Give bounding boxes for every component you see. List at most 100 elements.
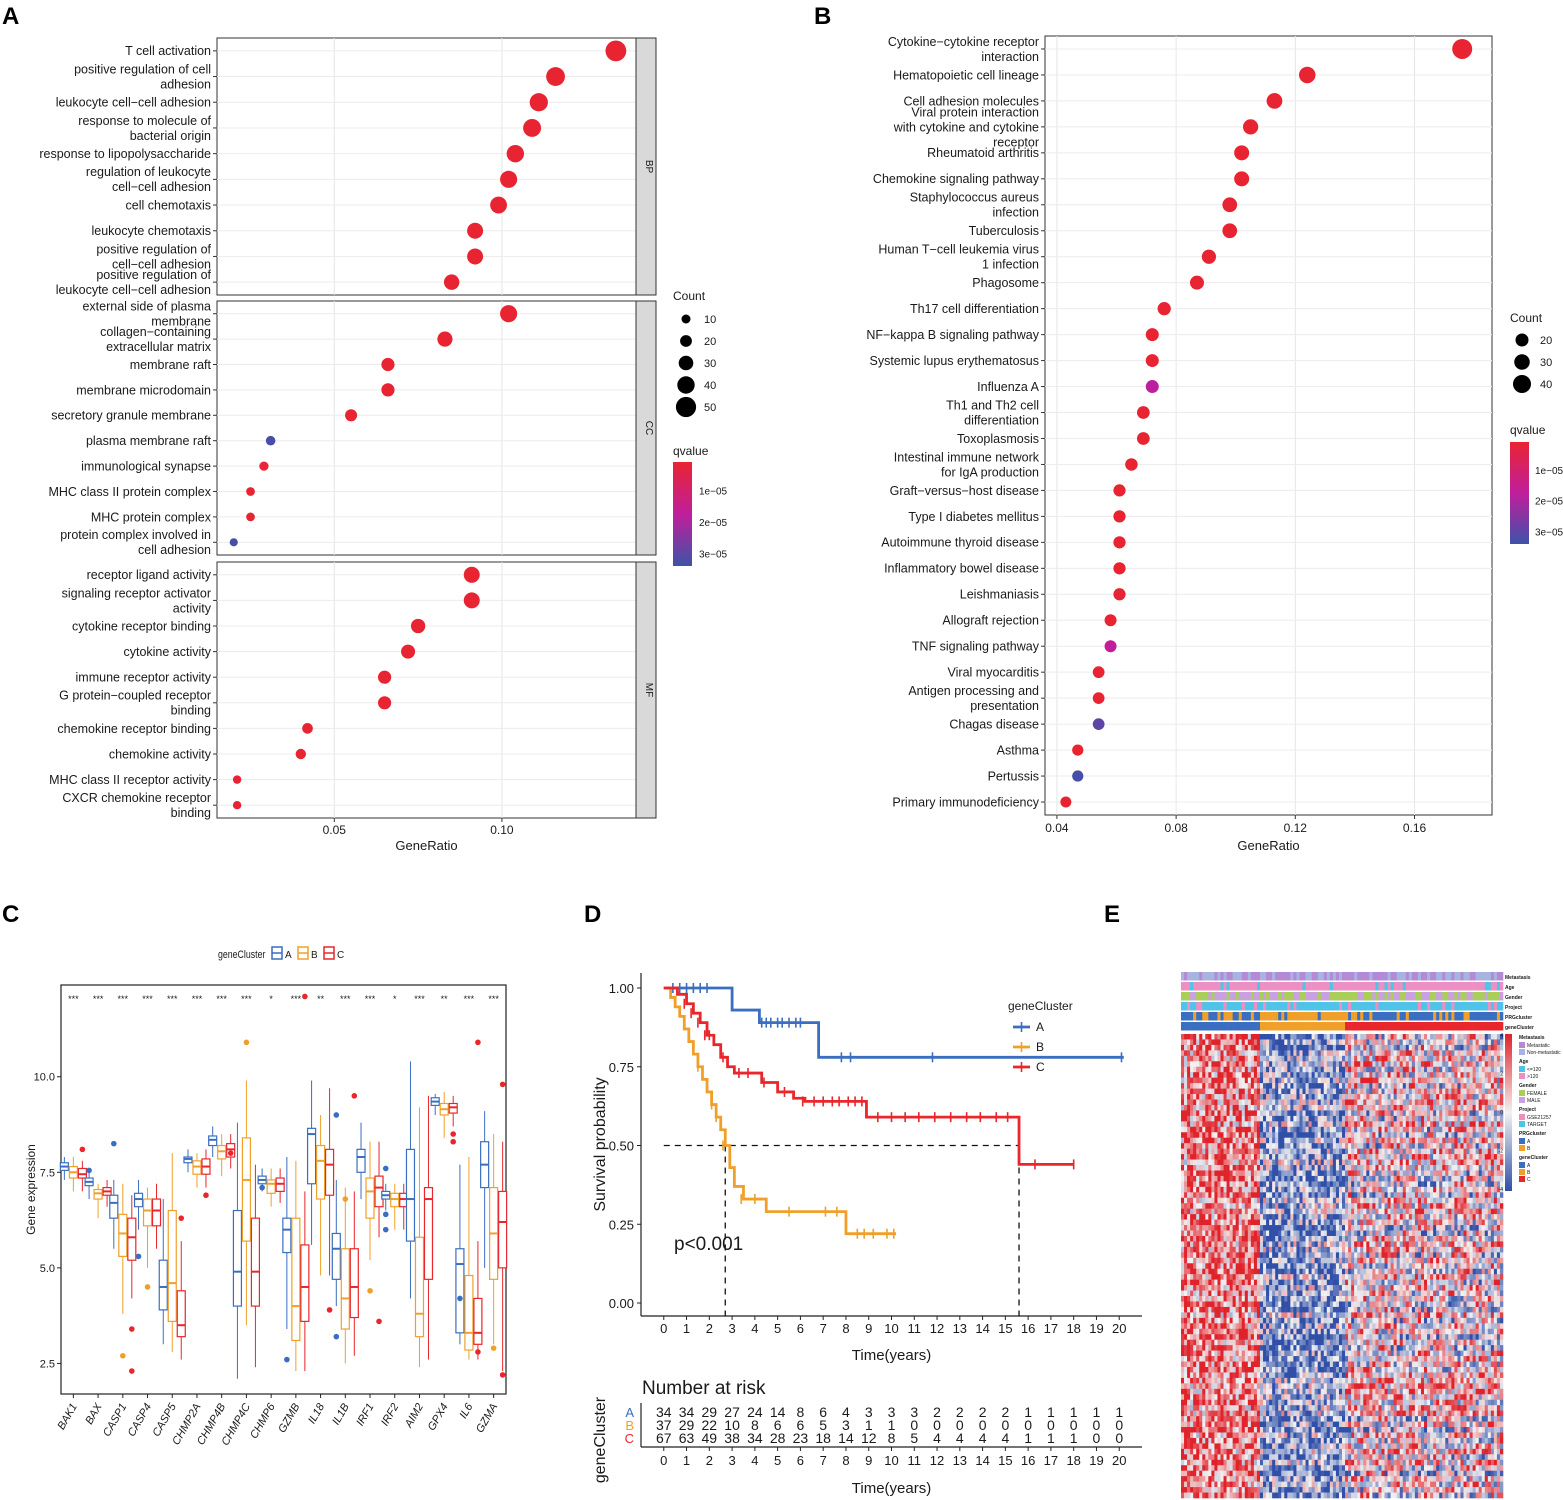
heatmap-cell: [1202, 1104, 1206, 1111]
annotation-cell: [1424, 1002, 1428, 1011]
heatmap-cell: [1487, 1039, 1492, 1046]
heatmap-cell: [1481, 1072, 1486, 1078]
heatmap-cell: [1259, 1072, 1264, 1078]
heatmap-cell: [1335, 1077, 1340, 1084]
y-tick-label: 0.50: [609, 1139, 634, 1154]
heatmap-cell: [1214, 1181, 1218, 1188]
go-term-dot: [529, 93, 548, 112]
annotation-cell: [1451, 1012, 1455, 1021]
heatmap-cell: [1332, 1197, 1337, 1204]
heatmap-cell: [1241, 1094, 1246, 1100]
heatmap-cell: [1220, 1192, 1224, 1199]
heatmap-cell: [1460, 1148, 1464, 1155]
heatmap-cell: [1357, 1110, 1361, 1117]
heatmap-cell: [1439, 1115, 1443, 1122]
heatmap-cell: [1184, 1094, 1188, 1100]
heatmap-cell: [1357, 1154, 1361, 1160]
heatmap-cell: [1451, 1197, 1455, 1204]
kegg-term-dot: [1104, 640, 1117, 653]
heatmap-cell: [1217, 1170, 1221, 1177]
heatmap-cell: [1408, 1034, 1413, 1040]
go-term-dot: [506, 144, 525, 163]
heatmap-cell: [1205, 1115, 1209, 1122]
heatmap-cell: [1302, 1143, 1306, 1149]
heatmap-cell: [1284, 1143, 1288, 1149]
heatmap-cell: [1478, 1203, 1483, 1209]
heatmap-cell: [1184, 1203, 1188, 1209]
annotation-cell: [1250, 982, 1255, 991]
heatmap-cell: [1451, 1159, 1455, 1166]
heatmap-cell: [1278, 1039, 1282, 1046]
heatmap-cell: [1317, 1061, 1322, 1068]
box-outlier: [243, 1039, 250, 1046]
heatmap-cell: [1244, 1186, 1249, 1193]
heatmap-cell: [1275, 1143, 1279, 1149]
heatmap-cell: [1372, 1083, 1376, 1089]
heatmap-cell: [1253, 1039, 1258, 1046]
annotation-cell: [1484, 1012, 1489, 1021]
heatmap-cell: [1487, 1061, 1492, 1068]
risk-count: 3: [910, 1404, 918, 1420]
heatmap-cell: [1272, 1061, 1276, 1068]
heatmap-cell: [1402, 1110, 1407, 1117]
heatmap-cell: [1181, 1072, 1185, 1078]
heatmap-cell: [1332, 1115, 1337, 1122]
heatmap-cell: [1387, 1061, 1391, 1068]
go-term-label-line: external side of plasma: [82, 300, 211, 314]
heatmap-cell: [1493, 1061, 1498, 1068]
risk-count: 1: [1024, 1430, 1032, 1446]
annotation-cell: [1351, 972, 1355, 981]
heatmap-cell: [1211, 1104, 1215, 1111]
heatmap-cell: [1475, 1088, 1479, 1095]
annotation-cell: [1293, 1022, 1297, 1031]
heatmap-cell: [1396, 1165, 1401, 1171]
heatmap-cell: [1244, 1072, 1249, 1078]
kegg-term-label: Systemic lupus erythematosus: [869, 354, 1039, 368]
box-outlier: [490, 1345, 497, 1351]
heatmap-cell: [1247, 1044, 1252, 1051]
heatmap-cell: [1417, 1165, 1422, 1171]
heatmap-cell: [1232, 1072, 1236, 1078]
heatmap-cell: [1430, 1066, 1434, 1073]
heatmap-cell: [1408, 1050, 1413, 1057]
heatmap-cell: [1329, 1039, 1334, 1046]
kegg-term-dot: [1104, 614, 1117, 627]
heatmap-cell: [1314, 1034, 1318, 1040]
heatmap-cell: [1238, 1115, 1243, 1122]
heatmap-cell: [1433, 1148, 1437, 1155]
heatmap-cell: [1396, 1148, 1401, 1155]
heatmap-cell: [1354, 1126, 1358, 1133]
heatmap-cell: [1420, 1148, 1425, 1155]
heatmap-cell: [1308, 1110, 1312, 1117]
heatmap-cell: [1405, 1110, 1410, 1117]
heatmap-cell: [1296, 1039, 1300, 1046]
annotation-cell: [1181, 1002, 1185, 1011]
heatmap-cell: [1439, 1121, 1443, 1128]
heatmap-cell: [1232, 1121, 1236, 1128]
heatmap-cell: [1402, 1126, 1407, 1133]
annotation-cell: [1393, 972, 1397, 981]
heatmap-cell: [1381, 1143, 1385, 1149]
heatmap-cell: [1345, 1181, 1349, 1188]
heatmap-cell: [1427, 1061, 1431, 1068]
heatmap-cell: [1335, 1088, 1340, 1095]
annotation-cell: [1193, 972, 1197, 981]
heatmap-cell: [1375, 1159, 1379, 1166]
heatmap-cell: [1451, 1050, 1455, 1057]
go-term-label-line: bacterial origin: [130, 129, 211, 143]
annotation-cell: [1226, 1012, 1230, 1021]
heatmap-cell: [1481, 1126, 1486, 1133]
go-term-label-line: chemokine activity: [109, 747, 212, 761]
heatmap-cell: [1253, 1154, 1258, 1160]
heatmap-cell: [1363, 1137, 1367, 1144]
heatmap-cell: [1408, 1110, 1413, 1117]
heatmap-cell: [1208, 1203, 1212, 1209]
heatmap-cell: [1396, 1203, 1401, 1209]
heatmap-cell: [1205, 1197, 1209, 1204]
heatmap-cell: [1442, 1154, 1446, 1160]
annotation-cell: [1411, 1002, 1416, 1011]
heatmap-cell: [1290, 1104, 1294, 1111]
heatmap-cell: [1196, 1034, 1200, 1040]
heatmap-cell: [1463, 1192, 1467, 1199]
heatmap-cell: [1272, 1099, 1276, 1106]
